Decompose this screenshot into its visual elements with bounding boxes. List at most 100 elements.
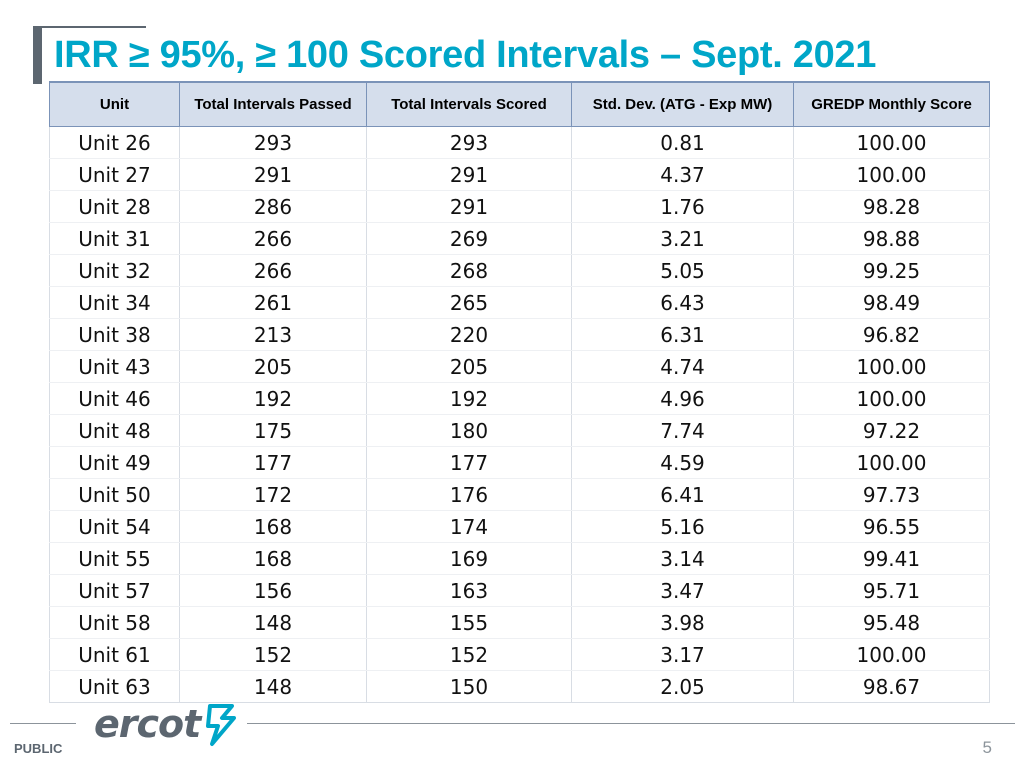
title-accent-line [42,26,146,28]
intervals-scored-cell: 176 [366,478,572,511]
intervals-scored-cell: 180 [366,414,572,447]
intervals-scored-cell: 152 [366,638,572,671]
unit-cell: Unit 38 [49,318,180,351]
std-dev-cell: 6.43 [571,286,794,319]
gredp-score-cell: 99.41 [793,542,990,575]
intervals-passed-cell: 156 [179,574,367,607]
gredp-score-cell: 96.55 [793,510,990,543]
table-row: Unit 50 172 176 6.41 97.73 [49,478,990,511]
gredp-score-cell: 100.00 [793,446,990,479]
intervals-passed-cell: 177 [179,446,367,479]
std-dev-cell: 3.47 [571,574,794,607]
unit-cell: Unit 43 [49,350,180,383]
unit-cell: Unit 34 [49,286,180,319]
unit-cell: Unit 63 [49,670,180,703]
table-row: Unit 34 261 265 6.43 98.49 [49,286,990,319]
unit-cell: Unit 55 [49,542,180,575]
unit-cell: Unit 32 [49,254,180,287]
std-dev-cell: 3.14 [571,542,794,575]
gredp-score-cell: 100.00 [793,382,990,415]
std-dev-cell: 2.05 [571,670,794,703]
gredp-score-cell: 100.00 [793,350,990,383]
unit-cell: Unit 49 [49,446,180,479]
table-row: Unit 54 168 174 5.16 96.55 [49,510,990,543]
intervals-scored-cell: 291 [366,190,572,223]
intervals-scored-cell: 174 [366,510,572,543]
gredp-score-cell: 100.00 [793,638,990,671]
unit-cell: Unit 50 [49,478,180,511]
intervals-passed-cell: 172 [179,478,367,511]
table-row: Unit 31 266 269 3.21 98.88 [49,222,990,255]
table-row: Unit 61 152 152 3.17 100.00 [49,638,990,671]
std-dev-cell: 1.76 [571,190,794,223]
intervals-passed-cell: 213 [179,318,367,351]
intervals-passed-cell: 261 [179,286,367,319]
std-dev-cell: 6.31 [571,318,794,351]
gredp-score-cell: 97.22 [793,414,990,447]
intervals-scored-cell: 163 [366,574,572,607]
intervals-scored-cell: 177 [366,446,572,479]
std-dev-cell: 3.98 [571,606,794,639]
intervals-passed-cell: 192 [179,382,367,415]
std-dev-cell: 4.74 [571,350,794,383]
std-dev-cell: 3.17 [571,638,794,671]
table-row: Unit 32 266 268 5.05 99.25 [49,254,990,287]
intervals-passed-cell: 293 [179,126,367,159]
gredp-score-cell: 98.88 [793,222,990,255]
gredp-score-cell: 98.28 [793,190,990,223]
table-row: Unit 27 291 291 4.37 100.00 [49,158,990,191]
table-row: Unit 55 168 169 3.14 99.41 [49,542,990,575]
unit-cell: Unit 27 [49,158,180,191]
intervals-scored-cell: 265 [366,286,572,319]
std-dev-cell: 0.81 [571,126,794,159]
slide-title: IRR ≥ 95%, ≥ 100 Scored Intervals – Sept… [54,34,877,76]
std-dev-cell: 4.37 [571,158,794,191]
intervals-passed-cell: 291 [179,158,367,191]
std-dev-cell: 5.05 [571,254,794,287]
gredp-score-cell: 98.67 [793,670,990,703]
table-row: Unit 28 286 291 1.76 98.28 [49,190,990,223]
intervals-passed-cell: 148 [179,606,367,639]
std-dev-cell: 4.96 [571,382,794,415]
table-row: Unit 48 175 180 7.74 97.22 [49,414,990,447]
title-accent-bar [33,26,42,84]
intervals-passed-cell: 175 [179,414,367,447]
table-header-row: Unit Total Intervals Passed Total Interv… [49,81,990,127]
table-row: Unit 38 213 220 6.31 96.82 [49,318,990,351]
intervals-scored-cell: 205 [366,350,572,383]
intervals-passed-cell: 148 [179,670,367,703]
page-number: 5 [982,738,992,757]
lightning-bolt-icon [206,704,237,746]
intervals-scored-cell: 192 [366,382,572,415]
unit-cell: Unit 48 [49,414,180,447]
intervals-scored-cell: 269 [366,222,572,255]
header-total-intervals-passed: Total Intervals Passed [179,81,367,127]
intervals-scored-cell: 169 [366,542,572,575]
std-dev-cell: 3.21 [571,222,794,255]
gredp-score-cell: 100.00 [793,158,990,191]
intervals-scored-cell: 220 [366,318,572,351]
std-dev-cell: 6.41 [571,478,794,511]
intervals-passed-cell: 205 [179,350,367,383]
table-row: Unit 46 192 192 4.96 100.00 [49,382,990,415]
table-row: Unit 58 148 155 3.98 95.48 [49,606,990,639]
footer-divider-left [10,723,76,724]
std-dev-cell: 5.16 [571,510,794,543]
ercot-logo: ercot [94,694,238,754]
intervals-scored-cell: 155 [366,606,572,639]
header-gredp-monthly-score: GREDP Monthly Score [793,81,990,127]
logo-wordmark: ercot [94,702,201,746]
header-std-dev: Std. Dev. (ATG - Exp MW) [571,81,794,127]
std-dev-cell: 4.59 [571,446,794,479]
header-unit: Unit [49,81,180,127]
table-row: Unit 49 177 177 4.59 100.00 [49,446,990,479]
unit-cell: Unit 31 [49,222,180,255]
unit-cell: Unit 57 [49,574,180,607]
table-row: Unit 57 156 163 3.47 95.71 [49,574,990,607]
gredp-score-cell: 96.82 [793,318,990,351]
intervals-scored-cell: 268 [366,254,572,287]
gredp-score-cell: 97.73 [793,478,990,511]
intervals-passed-cell: 286 [179,190,367,223]
intervals-scored-cell: 293 [366,126,572,159]
intervals-scored-cell: 150 [366,670,572,703]
